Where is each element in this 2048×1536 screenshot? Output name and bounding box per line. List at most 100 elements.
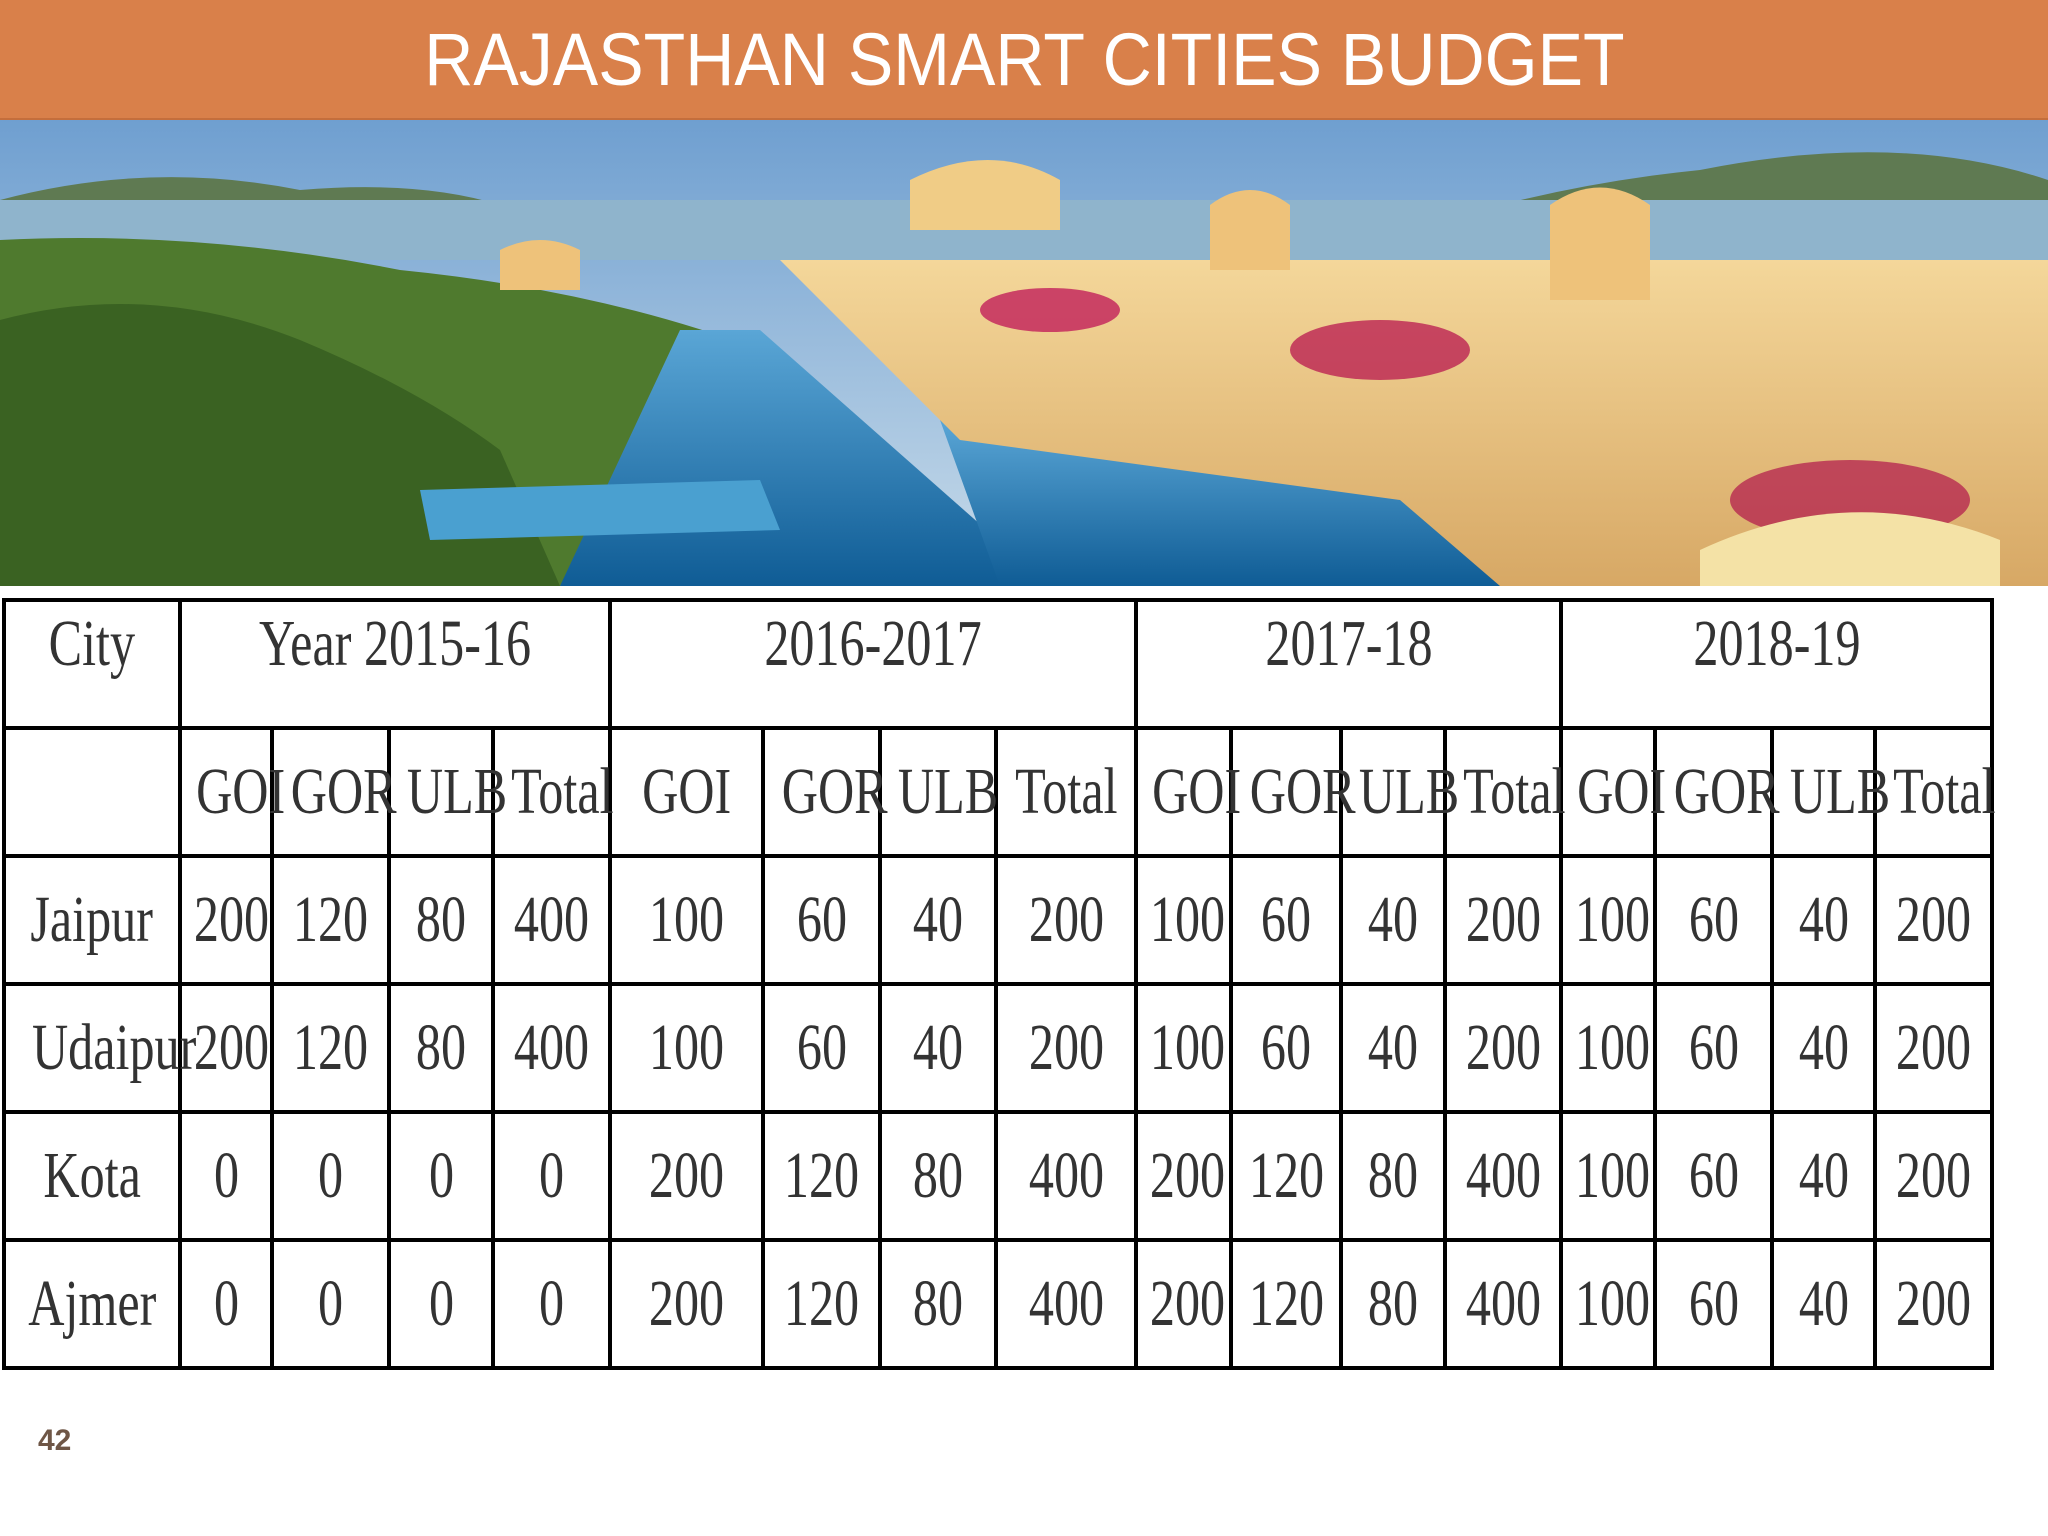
- value-cell: 0: [178, 1110, 274, 1242]
- value-cell: 80: [387, 854, 495, 986]
- subheader-gor: GOR: [270, 726, 397, 858]
- value-cell: 60: [1653, 1238, 1775, 1370]
- value-cell-text: 60: [1688, 883, 1739, 956]
- value-cell: 200: [1443, 982, 1564, 1114]
- value-cell-text: 60: [1261, 1011, 1312, 1084]
- value-cell: 0: [490, 1238, 613, 1370]
- city-cell: Udaipur: [2, 982, 196, 1114]
- value-cell: 60: [1653, 982, 1775, 1114]
- value-cell-text: 200: [1465, 1011, 1541, 1084]
- subheader-label: GOR: [290, 755, 397, 828]
- value-cell: 100: [1559, 982, 1658, 1114]
- table-row: Kota 0 0 0 0 200 120 80 400 200 120 80 400 100 60 40 200: [2, 1110, 1995, 1242]
- subheader-ulb: ULB: [387, 726, 507, 858]
- value-cell: 200: [1873, 982, 1995, 1114]
- value-cell: 100: [1134, 854, 1234, 986]
- table-row: Udaipur 200 120 80 400 100 60 40 200 100 60 40 200 10…: [2, 982, 1995, 1114]
- value-cell-text: 60: [1261, 883, 1312, 956]
- value-cell-text: 40: [1798, 1011, 1849, 1084]
- value-cell-text: 120: [783, 1139, 860, 1212]
- value-cell-text: 0: [213, 1267, 239, 1340]
- value-cell-text: 40: [1368, 1011, 1419, 1084]
- value-cell: 0: [178, 1238, 274, 1370]
- value-cell: 200: [1134, 1238, 1234, 1370]
- subheader-label: GOI: [1152, 755, 1242, 828]
- value-cell: 200: [1443, 854, 1564, 986]
- value-cell-text: 60: [1688, 1011, 1739, 1084]
- value-cell: 200: [1873, 854, 1995, 986]
- value-cell: 40: [1339, 854, 1448, 986]
- value-cell: 200: [1873, 1238, 1995, 1370]
- year-label: 2016-2017: [764, 607, 982, 680]
- year-header: 2017-18: [1134, 598, 1564, 730]
- value-cell: 40: [1770, 1110, 1878, 1242]
- value-cell-text: 200: [1896, 1011, 1972, 1084]
- value-cell: 80: [878, 1238, 999, 1370]
- value-cell: 200: [994, 982, 1139, 1114]
- value-cell-text: 80: [415, 883, 467, 956]
- value-cell-text: 200: [1149, 1267, 1226, 1340]
- value-cell-text: 40: [1798, 1139, 1849, 1212]
- value-cell-text: 100: [1575, 1011, 1651, 1084]
- subheader-gor: GOR: [761, 726, 888, 858]
- subheader-label: Total: [1463, 755, 1566, 828]
- value-cell: 200: [608, 1110, 766, 1242]
- value-cell: 60: [761, 854, 883, 986]
- value-cell-text: 100: [1575, 1139, 1651, 1212]
- value-cell: 40: [878, 982, 999, 1114]
- city-cell: Jaipur: [2, 854, 182, 986]
- value-cell: 400: [490, 982, 613, 1114]
- value-cell-text: 120: [783, 1267, 860, 1340]
- budget-table: City Year 2015-16 2016-2017 2017-18 2018…: [2, 598, 1996, 1370]
- value-cell: 120: [270, 982, 391, 1114]
- subheader-label: ULB: [1358, 755, 1460, 828]
- palace-lake-photo: [0, 120, 2048, 586]
- value-cell: 60: [1653, 854, 1775, 986]
- value-cell: 0: [387, 1110, 495, 1242]
- subheader-ulb: ULB: [1770, 726, 1890, 858]
- subheader-label: ULB: [406, 755, 508, 828]
- subheader-gor: GOR: [1229, 726, 1356, 858]
- value-cell: 100: [608, 982, 766, 1114]
- value-cell-text: 200: [1896, 883, 1972, 956]
- value-cell-text: 200: [648, 1267, 725, 1340]
- value-cell: 200: [178, 982, 274, 1114]
- value-cell: 80: [1339, 1110, 1448, 1242]
- value-cell: 200: [994, 854, 1139, 986]
- value-cell-text: 120: [1248, 1267, 1324, 1340]
- value-cell: 80: [387, 982, 495, 1114]
- value-cell: 100: [1559, 1110, 1658, 1242]
- value-cell-text: 0: [428, 1139, 454, 1212]
- year-label: Year 2015-16: [258, 607, 532, 680]
- value-cell-text: 200: [193, 1011, 270, 1084]
- subheader-label: GOR: [1673, 755, 1780, 828]
- value-cell: 40: [1770, 1238, 1878, 1370]
- city-header: City: [2, 598, 182, 730]
- year-label: 2017-18: [1265, 607, 1433, 680]
- subheader-total: Total: [994, 726, 1139, 858]
- subheader-label: Total: [511, 755, 614, 828]
- value-cell-text: 0: [428, 1267, 454, 1340]
- city-cell-text: Kota: [43, 1139, 141, 1212]
- value-cell-text: 60: [1688, 1267, 1739, 1340]
- subheader-label: Total: [1014, 755, 1118, 828]
- value-cell-text: 40: [1798, 1267, 1849, 1340]
- value-cell-text: 100: [648, 883, 725, 956]
- page-title: RAJASTHAN SMART CITIES BUDGET: [423, 17, 1625, 101]
- value-cell-text: 0: [213, 1139, 239, 1212]
- empty-cell: [2, 726, 182, 858]
- subheader-total: Total: [1443, 726, 1566, 858]
- subheader-label: GOR: [1249, 755, 1356, 828]
- value-cell-text: 120: [1248, 1139, 1324, 1212]
- city-cell: Ajmer: [2, 1238, 182, 1370]
- subheader-goi: GOI: [1559, 726, 1666, 858]
- value-cell: 0: [490, 1110, 613, 1242]
- value-cell: 400: [994, 1238, 1139, 1370]
- subheader-label: Total: [1893, 755, 1996, 828]
- value-cell: 200: [1873, 1110, 1995, 1242]
- value-cell: 80: [878, 1110, 999, 1242]
- value-cell-text: 200: [1896, 1139, 1972, 1212]
- value-cell-text: 80: [1368, 1267, 1419, 1340]
- value-cell-text: 60: [796, 1011, 847, 1084]
- subheader-row: GOI GOR ULB Total GOI GOR ULB Total GOI GOR ULB Tot…: [2, 726, 1996, 858]
